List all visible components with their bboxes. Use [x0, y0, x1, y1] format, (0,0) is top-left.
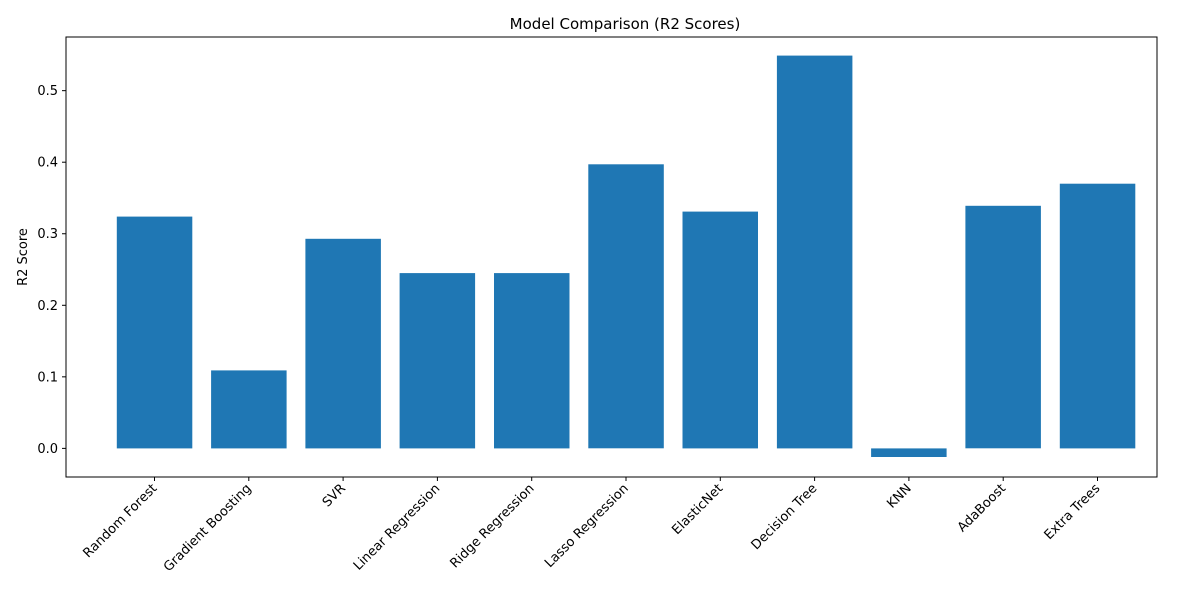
x-tick-label: Ridge Regression: [447, 481, 537, 571]
x-tick-label: Decision Tree: [749, 481, 821, 553]
bar: [494, 273, 570, 449]
y-tick-label: 0.1: [37, 370, 58, 385]
bars-group: [116, 55, 1136, 457]
bar: [682, 211, 758, 449]
bar: [965, 205, 1041, 449]
bar: [776, 55, 853, 449]
y-tick-label: 0.5: [37, 84, 58, 99]
x-axis: Random Forest Gradient Boosting SVR Linear …: [81, 477, 1104, 575]
bar: [871, 448, 947, 457]
x-tick-label: AdaBoost: [955, 481, 1009, 535]
plot-frame: [65, 36, 1158, 478]
x-tick-label: SVR: [320, 481, 349, 510]
y-axis-title: R2 Score: [16, 228, 31, 286]
x-tick-label: Linear Regression: [351, 481, 443, 573]
y-tick-label: 0.4: [37, 156, 58, 171]
bar: [588, 164, 664, 449]
x-tick-label: KNN: [884, 481, 914, 511]
x-tick-label: ElasticNet: [669, 481, 726, 538]
chart-title: Model Comparison (R2 Scores): [510, 15, 741, 33]
bar: [211, 370, 287, 449]
x-tick-label: Lasso Regression: [542, 481, 632, 571]
x-tick-label: Extra Trees: [1042, 481, 1104, 543]
y-tick-label: 0.3: [37, 227, 58, 242]
bar: [305, 238, 381, 449]
bar: [116, 216, 193, 449]
bar: [1059, 183, 1136, 449]
x-tick-label: Random Forest: [81, 481, 161, 561]
y-tick-label: 0.0: [37, 442, 58, 457]
y-axis: 0.0 0.1 0.2 0.3 0.4 0.5: [37, 84, 66, 457]
y-tick-label: 0.2: [37, 299, 58, 314]
bar: [399, 273, 476, 449]
x-tick-label: Gradient Boosting: [161, 481, 255, 575]
